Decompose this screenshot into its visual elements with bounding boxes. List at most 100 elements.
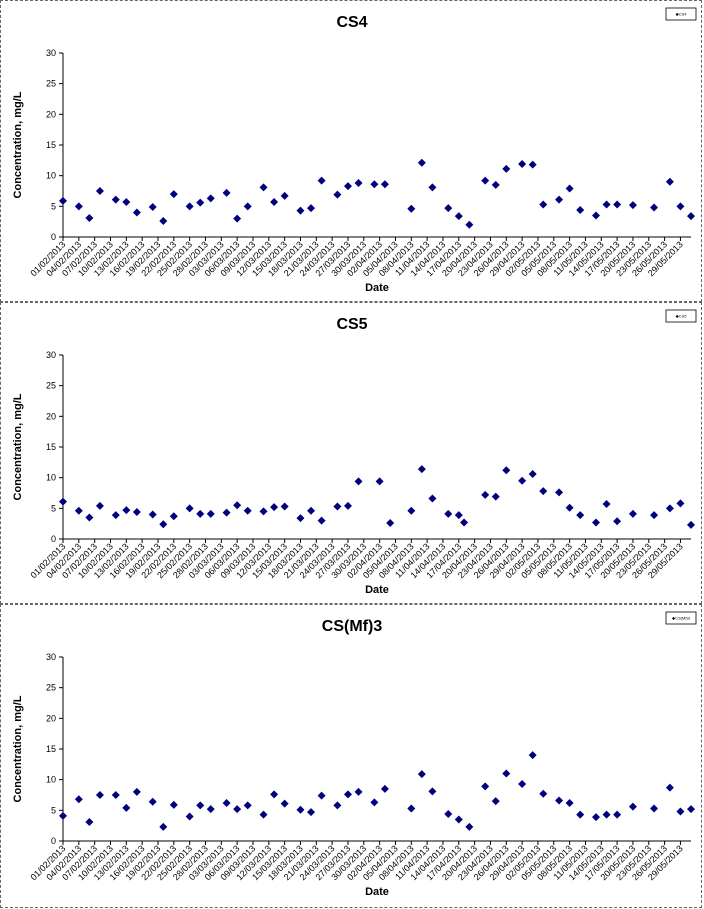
y-tick-label: 30 (46, 350, 56, 360)
data-points (59, 751, 695, 831)
data-point (528, 160, 537, 169)
data-point (206, 194, 215, 203)
data-point (407, 506, 416, 515)
y-tick-label: 30 (46, 48, 56, 58)
y-tick-label: 5 (51, 503, 56, 513)
data-point (502, 769, 511, 778)
data-point (407, 804, 416, 813)
data-point (111, 511, 120, 520)
data-point (417, 770, 426, 779)
data-point (539, 200, 548, 209)
data-point (650, 511, 659, 520)
data-point (259, 810, 268, 819)
data-point (132, 508, 141, 517)
data-point (280, 502, 289, 511)
data-point (428, 183, 437, 192)
data-point (317, 791, 326, 800)
y-tick-label: 20 (46, 109, 56, 119)
data-point (628, 802, 637, 811)
data-point (417, 158, 426, 167)
y-axis-label: Concentration, mg/L (12, 393, 24, 500)
data-point (196, 509, 205, 518)
data-point (59, 497, 67, 506)
data-point (196, 801, 205, 810)
data-point (243, 801, 252, 810)
y-tick-label: 10 (46, 775, 56, 785)
data-point (613, 810, 622, 819)
data-point (333, 801, 342, 810)
data-point (428, 494, 437, 503)
data-point (270, 198, 279, 207)
data-point (111, 791, 120, 799)
legend-label: ◆CS4 (676, 12, 688, 17)
data-point (375, 477, 384, 486)
data-point (518, 779, 527, 788)
data-point (59, 196, 67, 205)
y-tick-label: 15 (46, 442, 56, 452)
data-point (602, 500, 611, 509)
data-point (650, 804, 659, 813)
data-point (196, 198, 205, 207)
data-point (185, 812, 194, 821)
data-point (354, 179, 363, 188)
y-tick-label: 10 (46, 171, 56, 181)
data-point (85, 213, 94, 222)
data-point (74, 795, 83, 804)
chart-panel-cs5: CS5 ◆CS5 0 5 10 15 20 25 30 Concentration, mg/L 01… (0, 302, 702, 604)
y-tick-label: 10 (46, 473, 56, 483)
data-point (243, 202, 252, 211)
data-point (465, 220, 474, 229)
chart-panel-csmf3: CS(Mf)3 ◆CS(Mf)3 0 5 10 15 20 25 30 Concentration… (0, 604, 702, 908)
y-tick-label: 20 (46, 713, 56, 723)
data-point (465, 822, 474, 831)
data-point (132, 208, 141, 217)
legend-box (665, 611, 697, 625)
data-point (354, 787, 363, 796)
legend-box (665, 7, 697, 21)
data-points (59, 465, 695, 529)
data-point (518, 160, 527, 169)
data-point (665, 504, 674, 513)
legend-label: ◆CS(Mf)3 (672, 616, 691, 621)
data-point (354, 477, 363, 486)
data-point (518, 476, 527, 485)
data-point (602, 200, 611, 209)
data-point (169, 512, 178, 521)
data-point (676, 202, 685, 211)
data-point (243, 506, 252, 515)
data-point (233, 805, 242, 814)
data-point (185, 202, 194, 211)
data-point (454, 212, 463, 221)
data-point (528, 751, 537, 760)
data-point (159, 520, 168, 529)
data-point (687, 212, 695, 221)
data-point (333, 502, 342, 511)
data-point (122, 803, 131, 812)
data-point (296, 805, 305, 814)
data-point (444, 509, 453, 518)
y-tick-label: 30 (46, 652, 56, 662)
data-point (95, 501, 104, 510)
data-point (665, 177, 674, 186)
data-point (259, 183, 268, 192)
data-point (460, 518, 469, 527)
data-point (628, 201, 637, 210)
x-axis-label: Date (365, 886, 389, 898)
data-point (148, 797, 157, 806)
data-point (407, 204, 416, 213)
data-point (380, 784, 389, 793)
data-point (206, 509, 215, 518)
data-point (491, 797, 500, 806)
data-point (454, 815, 463, 824)
y-tick-label: 25 (46, 683, 56, 693)
data-point (576, 511, 585, 520)
data-point (307, 506, 316, 515)
data-point (333, 190, 342, 199)
data-point (676, 499, 685, 508)
data-point (307, 808, 316, 817)
data-point (665, 783, 674, 792)
data-point (502, 466, 511, 475)
chart-svg-csmf3: CS(Mf)3 ◆CS(Mf)3 0 5 10 15 20 25 30 Concentration… (12, 611, 697, 898)
